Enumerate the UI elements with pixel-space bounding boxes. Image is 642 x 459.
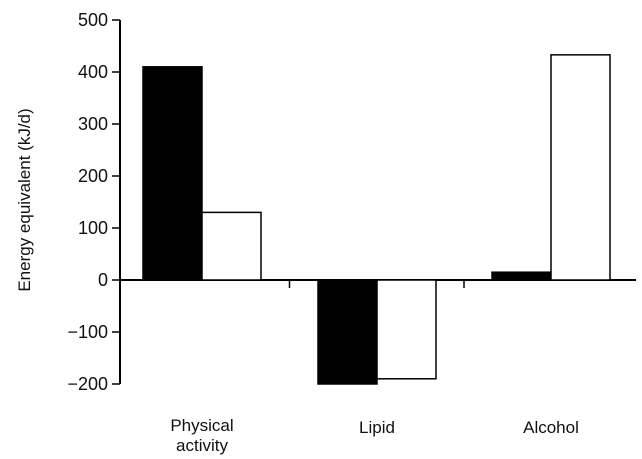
y-tick-label: 300 [78,114,108,134]
bar [201,211,262,281]
y-tick-label: 200 [78,166,108,186]
bar [317,279,378,385]
y-tick-label: 0 [98,270,108,290]
y-tick-label: 500 [78,10,108,30]
category-label-line: Alcohol [523,418,579,437]
category-label-line: Physical [170,416,233,435]
y-tick-label: −100 [67,322,108,342]
bar [142,66,203,281]
category-label-line: Lipid [359,418,395,437]
bar [491,271,552,281]
category-label: Lipid [359,418,395,437]
y-axis-title: Energy equivalent (kJ/d) [15,108,34,291]
bar [550,54,611,281]
category-label: Physical activity [170,416,233,455]
category-label-line: activity [176,436,228,455]
bars [142,54,611,385]
y-ticks: −200 −100 0 100 200 300 400 500 [67,10,120,394]
category-label: Alcohol [523,418,579,437]
bar [376,279,437,380]
y-tick-label: −200 [67,374,108,394]
y-tick-label: 100 [78,218,108,238]
category-labels: Physical activity Lipid Alcohol [170,416,579,455]
y-tick-label: 400 [78,62,108,82]
